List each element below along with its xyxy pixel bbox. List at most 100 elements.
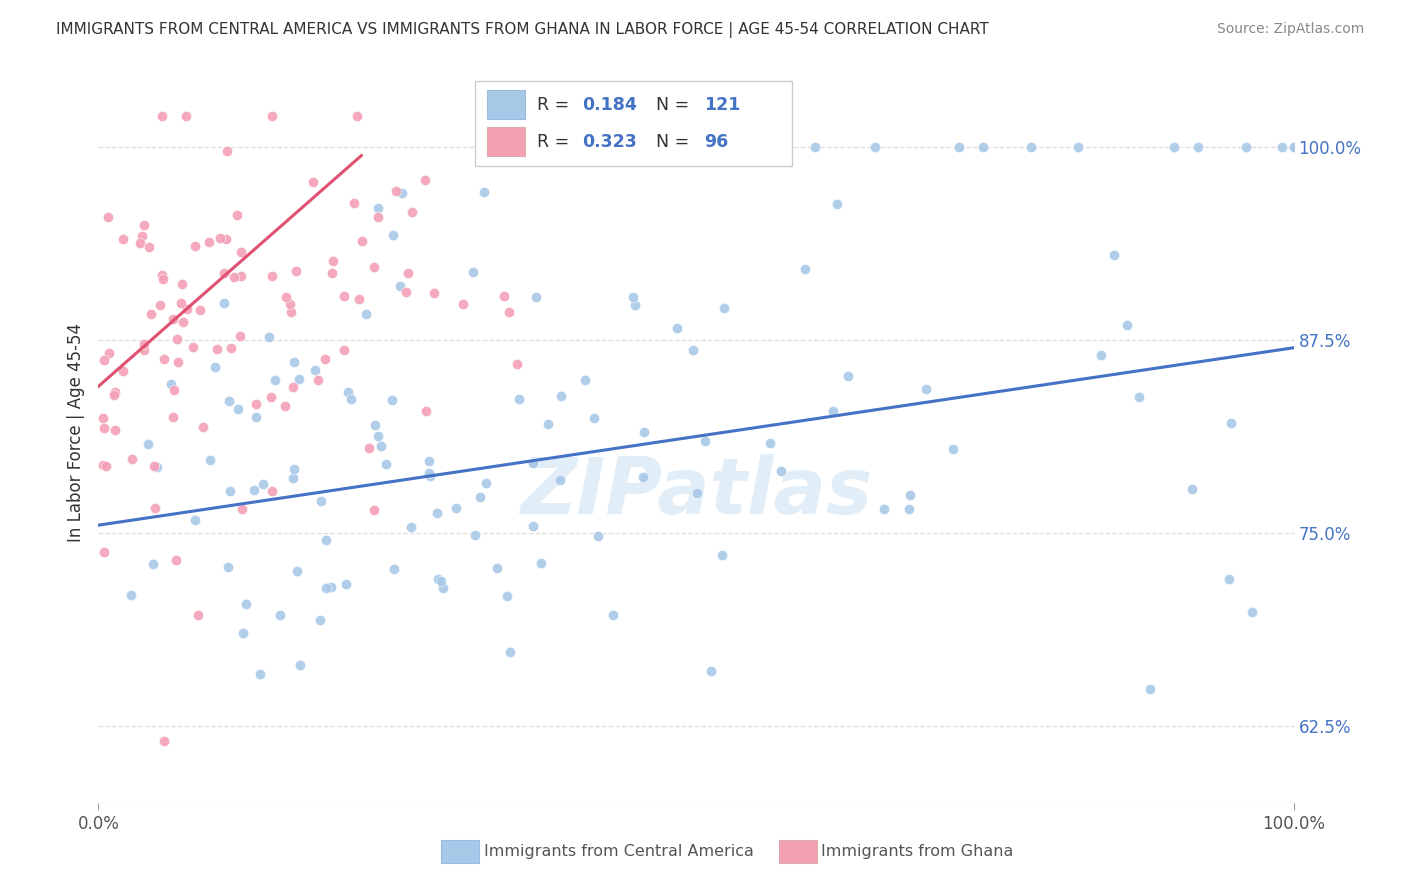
Point: [142, 557, 165, 571]
Point: [1282, 140, 1305, 154]
Point: [1019, 140, 1042, 154]
Point: [713, 301, 735, 315]
Point: [367, 201, 389, 215]
Point: [260, 110, 283, 124]
Point: [283, 462, 305, 476]
Point: [217, 144, 239, 158]
Point: [143, 500, 166, 515]
Point: [1090, 348, 1112, 362]
Point: [1139, 681, 1161, 696]
Point: [169, 296, 191, 310]
Point: [367, 210, 389, 224]
Point: [134, 218, 156, 232]
Point: [793, 261, 815, 276]
Text: N =: N =: [644, 95, 695, 113]
Point: [304, 363, 326, 377]
Point: [339, 392, 361, 407]
Point: [1187, 140, 1209, 154]
Point: [132, 343, 155, 358]
Point: [170, 277, 193, 291]
Text: R =: R =: [537, 95, 575, 113]
Point: [321, 266, 343, 280]
Point: [506, 110, 529, 124]
Point: [152, 272, 174, 286]
Point: [686, 486, 709, 500]
Point: [759, 436, 782, 450]
Point: [1282, 140, 1305, 154]
Point: [198, 452, 221, 467]
Point: [337, 385, 360, 400]
Point: [184, 513, 207, 527]
Point: [432, 581, 454, 595]
FancyBboxPatch shape: [475, 81, 792, 166]
Point: [97, 210, 120, 224]
Point: [245, 397, 267, 411]
Point: [225, 208, 247, 222]
Point: [499, 645, 522, 659]
Point: [506, 357, 529, 371]
Point: [257, 330, 280, 344]
Point: [149, 298, 172, 312]
Point: [153, 351, 176, 366]
Point: [143, 458, 166, 473]
Point: [176, 301, 198, 316]
Point: [530, 557, 553, 571]
Point: [1181, 482, 1204, 496]
Point: [167, 355, 190, 369]
Point: [537, 417, 560, 431]
Point: [319, 581, 342, 595]
Point: [131, 229, 153, 244]
Point: [381, 392, 404, 407]
Point: [475, 475, 498, 490]
FancyBboxPatch shape: [486, 90, 524, 120]
Point: [136, 437, 159, 451]
Point: [335, 577, 357, 591]
Point: [274, 399, 297, 413]
Point: [132, 337, 155, 351]
Point: [823, 404, 845, 418]
Point: [309, 494, 332, 508]
Point: [231, 502, 253, 516]
Point: [269, 608, 291, 623]
Point: [172, 316, 194, 330]
Point: [550, 389, 572, 403]
Point: [150, 110, 173, 124]
Point: [363, 260, 385, 275]
Text: Source: ZipAtlas.com: Source: ZipAtlas.com: [1216, 22, 1364, 37]
Point: [419, 468, 441, 483]
Point: [209, 231, 232, 245]
Point: [315, 582, 337, 596]
Point: [385, 184, 408, 198]
Point: [219, 341, 242, 355]
FancyBboxPatch shape: [486, 127, 524, 156]
Point: [214, 296, 236, 310]
Point: [166, 332, 188, 346]
Point: [249, 666, 271, 681]
Point: [165, 553, 187, 567]
Point: [184, 239, 207, 253]
Point: [391, 186, 413, 201]
Point: [415, 173, 437, 187]
Point: [370, 439, 392, 453]
Point: [453, 297, 475, 311]
Point: [1067, 140, 1090, 154]
Point: [93, 411, 115, 425]
Point: [1234, 140, 1257, 154]
Text: IMMIGRANTS FROM CENTRAL AMERICA VS IMMIGRANTS FROM GHANA IN LABOR FORCE | AGE 45: IMMIGRANTS FROM CENTRAL AMERICA VS IMMIG…: [56, 22, 988, 38]
Point: [769, 464, 792, 478]
Point: [418, 466, 440, 480]
Point: [226, 401, 249, 416]
Point: [111, 232, 134, 246]
Point: [283, 355, 305, 369]
Point: [401, 204, 423, 219]
Text: Immigrants from Central America: Immigrants from Central America: [484, 845, 754, 859]
Point: [624, 298, 647, 312]
Point: [633, 425, 655, 440]
Point: [468, 490, 491, 504]
Text: 0.323: 0.323: [582, 133, 637, 151]
Text: 96: 96: [704, 133, 728, 151]
Point: [160, 376, 183, 391]
Point: [367, 429, 389, 443]
Point: [314, 351, 336, 366]
Point: [363, 503, 385, 517]
